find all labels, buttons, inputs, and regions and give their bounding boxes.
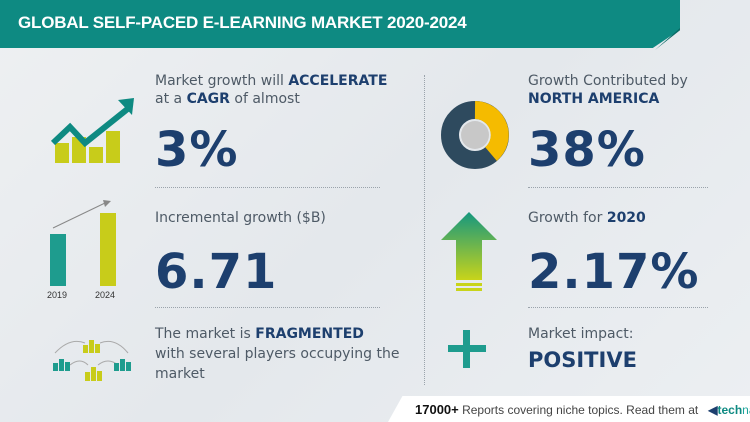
footer-text: 17000+ Reports covering niche topics. Re… — [415, 402, 750, 417]
donut-chart-icon — [441, 101, 509, 169]
divider — [155, 307, 380, 308]
cagr-value: 3% — [155, 122, 239, 178]
up-arrow-icon — [441, 212, 497, 291]
footer-banner — [388, 396, 750, 422]
yoy-value: 2.17% — [528, 244, 700, 300]
logo-mark-icon: ◀ — [708, 403, 718, 417]
region-label: Growth Contributed by — [528, 73, 688, 89]
yoy-year: 2020 — [606, 210, 646, 226]
incremental-label: Incremental growth ($B) — [155, 210, 326, 226]
report-count: 17000+ — [415, 402, 459, 417]
cagr-label: Market growth will ACCELERATE — [155, 73, 387, 89]
logo-text-a: tech — [717, 403, 743, 417]
growth-chart-icon — [50, 98, 134, 163]
incremental-value: 6.71 — [155, 244, 278, 300]
bar-year-2019: 2019 — [47, 290, 67, 300]
divider — [528, 307, 708, 308]
cagr-text: CAGR — [186, 91, 230, 107]
yoy-label: Growth for 2020 — [528, 210, 646, 226]
region-value: 38% — [528, 122, 646, 178]
cagr-label-text: Market growth will — [155, 73, 289, 89]
fragmented-line2: with several players occupying the — [155, 346, 400, 362]
header-banner — [0, 0, 680, 48]
impact-value: POSITIVE — [528, 348, 637, 372]
fragmented-label: The market is FRAGMENTED — [155, 326, 364, 342]
cagr-label-2: at a CAGR of almost — [155, 91, 300, 107]
fragmented-line3: market — [155, 366, 205, 382]
technavio-logo[interactable]: ◀technavio — [708, 403, 750, 417]
plus-icon — [448, 330, 486, 368]
yoy-label-text: Growth for — [528, 210, 607, 226]
region-name: NORTH AMERICA — [528, 91, 660, 107]
cagr-label-text-3: of almost — [229, 91, 300, 107]
divider — [155, 187, 380, 188]
impact-label: Market impact: — [528, 326, 634, 342]
cagr-label-text-2: at a — [155, 91, 187, 107]
fragmented-players-icon — [53, 340, 131, 381]
fragmented-bold: FRAGMENTED — [255, 326, 364, 342]
accelerate-text: ACCELERATE — [288, 73, 388, 89]
page-title: GLOBAL SELF-PACED E-LEARNING MARKET 2020… — [18, 13, 467, 32]
bar-year-2024: 2024 — [95, 290, 115, 300]
fragmented-text: The market is — [155, 326, 256, 342]
divider — [528, 187, 708, 188]
bar-compare-icon: 2019 2024 — [47, 200, 116, 300]
column-divider — [424, 75, 425, 385]
footer-caption: Reports covering niche topics. Read them… — [462, 403, 699, 417]
logo-text-b: navio — [742, 403, 750, 417]
